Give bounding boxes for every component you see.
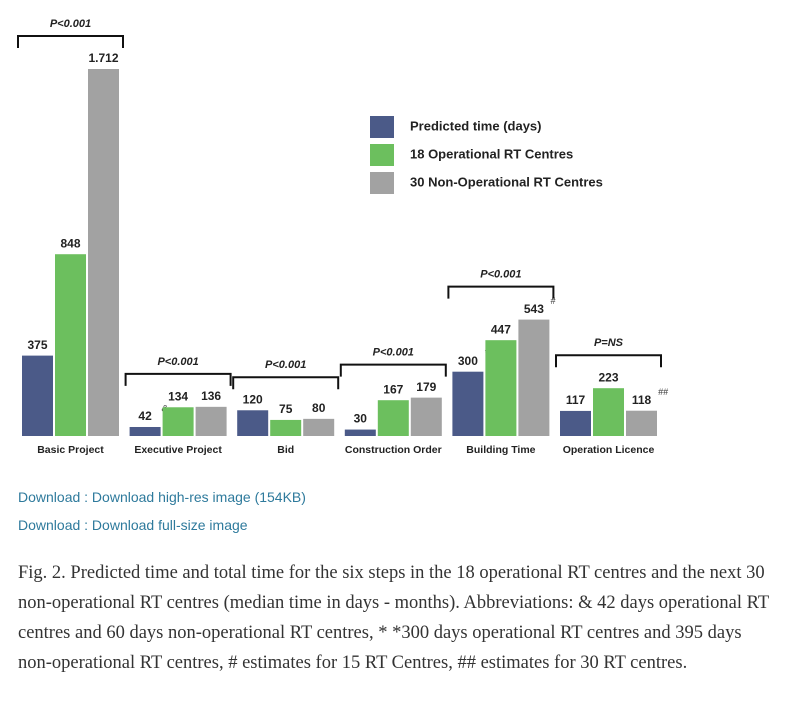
value-label: 167 bbox=[383, 382, 403, 396]
legend-label: 18 Operational RT Centres bbox=[410, 146, 573, 161]
legend-label: Predicted time (days) bbox=[410, 118, 542, 133]
significance-label: P<0.001 bbox=[50, 18, 91, 30]
bar bbox=[593, 388, 624, 436]
value-label: 80 bbox=[312, 401, 326, 415]
value-label: 848 bbox=[60, 236, 80, 250]
bar bbox=[452, 371, 484, 436]
value-label: 75 bbox=[279, 402, 293, 416]
bar bbox=[303, 418, 335, 436]
value-marker: ## bbox=[658, 387, 669, 397]
value-label: 223 bbox=[598, 370, 618, 384]
chart: Predicted time (days) 18 Operational RT C… bbox=[17, 18, 669, 456]
x-tick-label: Basic Project bbox=[37, 444, 104, 456]
value-label: 543 bbox=[524, 302, 544, 316]
bar bbox=[377, 400, 409, 436]
legend-label: 30 Non-Operational RT Centres bbox=[410, 174, 603, 189]
significance-bracket bbox=[339, 363, 447, 377]
bar bbox=[626, 410, 657, 436]
value-label: 134 bbox=[168, 389, 188, 403]
x-tick-label: Executive Project bbox=[134, 444, 222, 456]
significance-label: P<0.001 bbox=[157, 356, 198, 368]
value-label: 375 bbox=[27, 338, 47, 352]
significance-label: P<0.001 bbox=[480, 269, 521, 281]
bar bbox=[518, 319, 550, 436]
significance-bracket bbox=[555, 354, 662, 368]
value-marker: # bbox=[550, 296, 556, 306]
value-label: 120 bbox=[243, 392, 263, 406]
value-label: 117 bbox=[566, 393, 586, 407]
legend-swatch bbox=[370, 144, 394, 166]
bar bbox=[88, 69, 119, 436]
significance-bracket bbox=[17, 35, 124, 48]
significance-bracket bbox=[232, 376, 340, 390]
value-label: 447 bbox=[491, 322, 511, 336]
value-label: 42 bbox=[138, 409, 152, 423]
download-link[interactable]: Download : Download full-size image bbox=[18, 517, 248, 533]
value-label: 1.712 bbox=[88, 51, 118, 65]
significance-bracket bbox=[447, 285, 555, 299]
bar bbox=[129, 426, 161, 436]
value-label: 30 bbox=[354, 412, 368, 426]
legend-swatch bbox=[370, 172, 394, 194]
bar bbox=[560, 410, 591, 436]
caption: Fig. 2. Predicted time and total time fo… bbox=[18, 563, 769, 673]
bar bbox=[485, 340, 517, 436]
bar bbox=[237, 410, 269, 436]
x-tick-label: Construction Order bbox=[345, 444, 442, 456]
significance-bracket bbox=[124, 372, 232, 386]
download-link[interactable]: Download : Download high-res image (154K… bbox=[18, 489, 306, 505]
bar bbox=[410, 397, 442, 436]
x-tick-label: Building Time bbox=[466, 444, 535, 456]
x-tick-label: Bid bbox=[277, 444, 294, 456]
value-label: 136 bbox=[201, 389, 221, 403]
bar bbox=[344, 429, 376, 436]
significance-label: P=NS bbox=[594, 337, 624, 349]
bar bbox=[195, 406, 227, 436]
significance-label: P<0.001 bbox=[265, 359, 306, 371]
value-label: 179 bbox=[416, 380, 436, 394]
value-label: 300 bbox=[458, 354, 478, 368]
bar bbox=[55, 254, 86, 436]
significance-label: P<0.001 bbox=[373, 347, 414, 359]
bar bbox=[162, 407, 194, 436]
legend-swatch bbox=[370, 116, 394, 138]
value-label: 118 bbox=[632, 393, 652, 407]
x-tick-label: Operation Licence bbox=[563, 444, 655, 456]
bar bbox=[270, 419, 302, 436]
bar bbox=[22, 355, 53, 436]
